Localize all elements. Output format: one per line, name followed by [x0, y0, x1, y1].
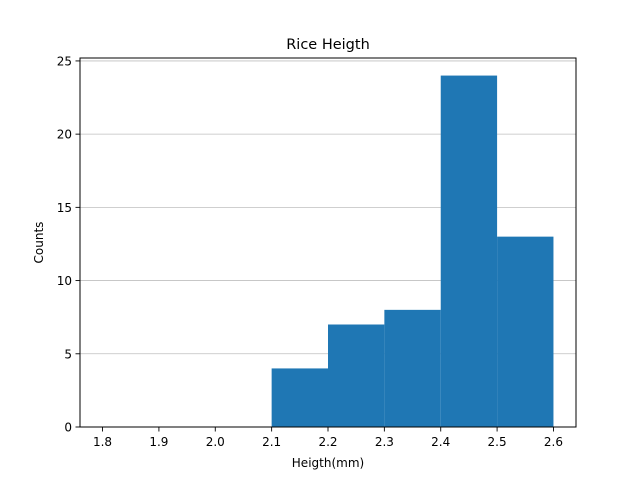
histogram-bar: [440, 75, 498, 428]
y-tick-label: 0: [64, 421, 72, 435]
x-tick-label: 2.4: [431, 435, 450, 449]
y-tick-label: 10: [57, 274, 72, 288]
x-axis-ticks: 1.8 1.9 2.0 2.1 2.2 2.3 2.4 2.5 2.6: [93, 427, 563, 449]
histogram-bar: [328, 324, 385, 427]
y-axis-ticks: 0 5 10 15 20 25: [57, 54, 80, 435]
x-tick-label: 2.6: [544, 435, 563, 449]
y-tick-label: 25: [57, 54, 72, 68]
y-tick-label: 20: [57, 128, 72, 142]
y-tick-label: 5: [64, 347, 72, 361]
histogram-bar: [271, 368, 328, 427]
y-axis-label: Counts: [32, 222, 46, 264]
x-axis-label: Heigth(mm): [292, 456, 364, 470]
chart-title: Rice Heigth: [286, 37, 370, 53]
y-tick-label: 15: [57, 201, 72, 215]
histogram-bar: [384, 309, 441, 427]
x-tick-label: 2.1: [262, 435, 281, 449]
x-tick-label: 2.0: [206, 435, 225, 449]
histogram-bar: [497, 236, 554, 427]
x-tick-label: 2.3: [375, 435, 394, 449]
x-tick-label: 2.2: [318, 435, 337, 449]
x-tick-label: 1.8: [93, 435, 112, 449]
x-tick-label: 1.9: [149, 435, 168, 449]
bars-layer: [271, 75, 554, 428]
x-tick-label: 2.5: [488, 435, 507, 449]
